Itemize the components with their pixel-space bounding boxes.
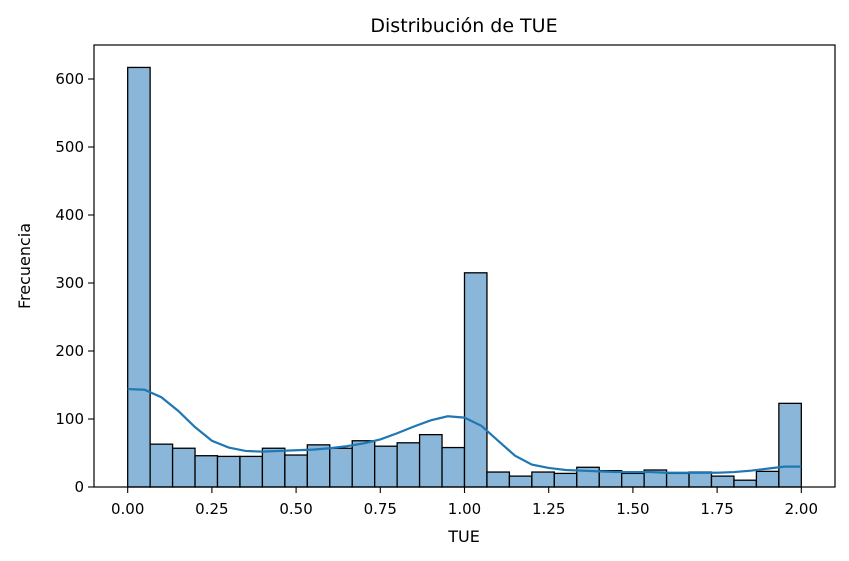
histogram-bar bbox=[665, 472, 690, 488]
histogram-bar bbox=[688, 471, 713, 488]
histogram-bar bbox=[306, 444, 331, 488]
x-tick-label: 0.25 bbox=[195, 500, 228, 518]
y-axis-label: Frecuencia bbox=[15, 223, 34, 309]
histogram-bar bbox=[239, 455, 264, 488]
histogram-bar bbox=[284, 454, 308, 488]
histogram-bar bbox=[531, 471, 555, 488]
kde-line bbox=[127, 387, 802, 474]
histogram-bar bbox=[508, 475, 533, 488]
histogram-bar bbox=[149, 443, 174, 488]
histogram-bar bbox=[374, 445, 398, 488]
histogram-bar bbox=[778, 402, 802, 488]
x-tick-label: 0.50 bbox=[279, 500, 312, 518]
histogram-bar bbox=[553, 472, 578, 488]
histogram-bar bbox=[329, 447, 353, 488]
x-ticks-group: 0.00 0.25 0.50 0.75 1.00 1.25 1.50 1.75 2.00 bbox=[111, 487, 818, 518]
histogram-bar bbox=[127, 66, 151, 488]
histogram-bar bbox=[733, 479, 758, 488]
x-tick-label: 1.50 bbox=[616, 500, 649, 518]
histogram-bar bbox=[216, 455, 241, 488]
histogram-bar bbox=[710, 475, 735, 488]
histogram-bar bbox=[351, 440, 376, 488]
histogram-bar bbox=[486, 471, 511, 488]
y-tick-label: 400 bbox=[55, 206, 84, 224]
histogram-bar bbox=[755, 470, 780, 488]
chart-title: Distribución de TUE bbox=[370, 15, 557, 37]
histogram-bar bbox=[396, 442, 421, 488]
histogram-bar bbox=[171, 447, 196, 488]
y-ticks-group: 0 100 200 300 400 500 600 bbox=[55, 70, 94, 496]
histogram-bar bbox=[441, 446, 466, 488]
histogram-bar bbox=[261, 447, 286, 488]
y-tick-label: 500 bbox=[55, 138, 84, 156]
x-tick-label: 2.00 bbox=[785, 500, 818, 518]
y-tick-label: 0 bbox=[74, 478, 84, 496]
histogram-bar bbox=[621, 472, 645, 488]
histogram-bar bbox=[194, 455, 219, 488]
x-axis-label: TUE bbox=[447, 527, 480, 546]
y-tick-label: 200 bbox=[55, 342, 84, 360]
y-tick-label: 300 bbox=[55, 274, 84, 292]
x-tick-label: 0.75 bbox=[364, 500, 397, 518]
x-tick-label: 1.75 bbox=[700, 500, 733, 518]
x-tick-label: 1.25 bbox=[532, 500, 565, 518]
x-tick-label: 1.00 bbox=[448, 500, 481, 518]
histogram-bar bbox=[418, 433, 443, 488]
x-tick-label: 0.00 bbox=[111, 500, 144, 518]
y-tick-label: 100 bbox=[55, 410, 84, 428]
y-tick-label: 600 bbox=[55, 70, 84, 88]
histogram-bar bbox=[463, 272, 488, 488]
